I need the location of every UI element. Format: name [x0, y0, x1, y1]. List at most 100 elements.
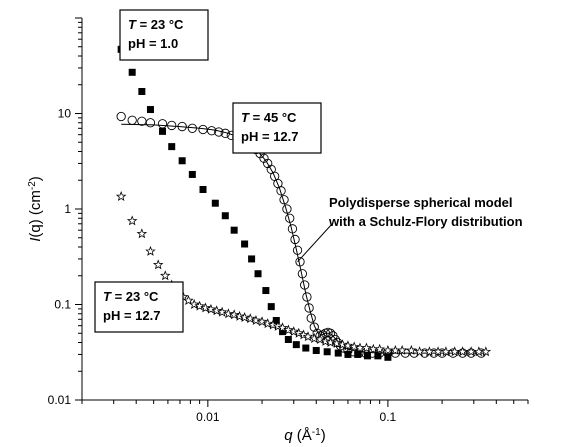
data-point-circle: [290, 234, 300, 245]
data-point-star: [188, 298, 200, 309]
annotation-box: [94, 281, 184, 333]
y-tick-label: 10: [58, 107, 72, 121]
data-point-square: [199, 186, 207, 194]
y-axis-title: I(q) (cm-2): [27, 176, 45, 242]
data-point-circle: [116, 111, 126, 122]
data-point-star: [288, 326, 299, 337]
data-point-circle: [157, 119, 168, 129]
data-point-square: [188, 170, 196, 178]
y-tick-label: 0.01: [48, 393, 72, 407]
data-point-circle: [187, 123, 197, 133]
data-point-star: [331, 338, 342, 349]
data-point-circle: [285, 213, 295, 223]
data-point-star: [267, 319, 279, 330]
data-point-star: [228, 309, 240, 320]
data-point-square: [323, 348, 331, 356]
data-point-square: [272, 316, 280, 324]
data-point-square: [284, 336, 292, 344]
annotation-box-ph1: T = 23 °C pH = 1.0: [119, 9, 209, 61]
data-point-star: [309, 333, 320, 344]
data-point-star: [126, 215, 138, 226]
data-point-circle: [127, 115, 137, 125]
data-point-star: [115, 191, 127, 202]
data-point-star: [406, 344, 417, 355]
data-point-square: [221, 212, 229, 220]
annotation-line: T = 23 °C: [128, 17, 184, 32]
data-point-square: [254, 270, 262, 278]
data-point-star: [320, 335, 331, 346]
x-tick-label: 0.01: [196, 410, 220, 424]
data-point-square: [354, 350, 362, 358]
data-point-star: [194, 300, 205, 311]
data-point-square: [312, 346, 320, 354]
data-point-square: [302, 344, 310, 352]
data-point-square: [248, 255, 256, 263]
model-note-leader-line: [297, 223, 333, 263]
annotation-line: pH = 12.7: [103, 308, 160, 323]
data-point-star: [272, 320, 284, 331]
data-point-square: [279, 328, 287, 336]
data-point-star: [480, 346, 492, 357]
axes: 0.01 0.1 0.01 0.1 1 10 q (Å-1) I(q) (cm-2): [27, 17, 529, 444]
data-point-star: [234, 310, 245, 321]
data-point-square: [363, 352, 371, 360]
data-point-circle: [304, 303, 314, 313]
data-point-star: [396, 344, 408, 355]
data-point-circle: [292, 245, 303, 255]
data-point-star: [136, 228, 148, 239]
data-point-star: [245, 313, 256, 324]
data-point-star: [239, 312, 250, 322]
data-point-star: [205, 303, 217, 314]
annotation-model-note: Polydisperse spherical model with a Schul…: [328, 195, 523, 229]
data-point-star: [216, 306, 228, 317]
data-point-square: [241, 240, 249, 248]
data-point-square: [138, 87, 146, 95]
data-point-square: [168, 143, 176, 151]
data-point-star: [302, 331, 314, 342]
data-point-circle: [282, 204, 292, 214]
data-point-star: [293, 327, 305, 338]
data-point-square: [128, 68, 136, 76]
data-point-star: [183, 295, 194, 305]
annotation-box-45: T = 45 °C pH = 12.7: [232, 102, 322, 154]
data-point-circle: [145, 118, 156, 128]
x-tick-label: 0.1: [380, 410, 397, 424]
data-point-circle: [279, 195, 289, 205]
annotation-line: T = 23 °C: [103, 289, 159, 304]
data-point-star: [440, 346, 452, 357]
annotation-line: with a Schulz-Flory distribution: [328, 214, 523, 229]
data-point-star: [414, 346, 425, 357]
data-point-circle: [207, 126, 217, 136]
data-point-star: [223, 308, 234, 319]
data-point-circle: [448, 348, 458, 358]
data-point-star: [325, 336, 336, 347]
data-point-circle: [287, 224, 298, 234]
data-point-square: [178, 157, 186, 165]
data-point-circle: [167, 120, 177, 131]
data-point-square: [159, 127, 167, 135]
annotations-layer: T = 23 °CpH = 1.0 T = 45 °CpH = 12.7 T = 2…: [94, 9, 523, 333]
data-point-circle: [300, 280, 310, 290]
data-point-star: [361, 342, 372, 353]
data-point-star: [342, 340, 354, 351]
series-layer: [115, 45, 492, 361]
annotation-box-ph127: T = 23 °C pH = 12.7: [94, 281, 184, 333]
data-point-star: [211, 305, 222, 316]
data-point-star: [283, 324, 294, 335]
data-point-circle: [302, 292, 312, 302]
data-point-star: [298, 329, 309, 340]
data-point-circle: [276, 186, 286, 196]
data-point-square: [267, 303, 275, 311]
data-point-star: [314, 333, 326, 344]
data-point-star: [250, 315, 262, 325]
data-point-star: [262, 318, 273, 329]
annotation-box: [119, 9, 209, 61]
data-point-star: [152, 259, 164, 270]
data-point-square: [211, 199, 219, 207]
data-point-star: [200, 302, 211, 313]
annotation-line: Polydisperse spherical model: [329, 195, 513, 210]
data-point-star: [160, 270, 171, 281]
data-point-star: [348, 341, 360, 352]
data-point-square: [262, 287, 270, 295]
data-point-circle: [137, 116, 147, 126]
